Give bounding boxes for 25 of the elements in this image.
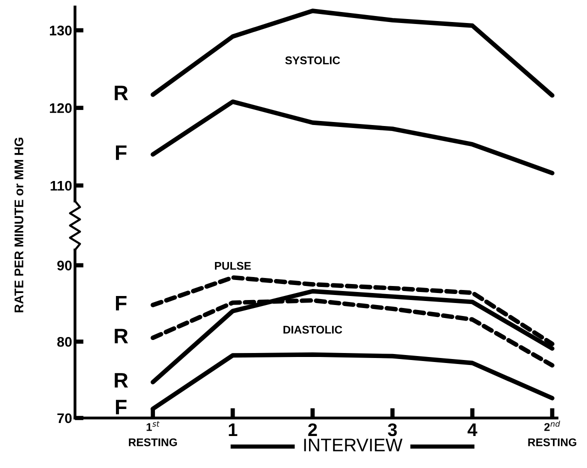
line-series (150, 8, 554, 98)
series-label: R (114, 328, 128, 344)
y-tick-label: 90 (57, 260, 72, 270)
y-tick-label: 120 (50, 103, 72, 114)
annotation: PULSE (214, 262, 251, 270)
x-tick-label: 3 (388, 423, 397, 436)
series-label: R (114, 86, 128, 100)
x-tick-label: 4 (468, 424, 478, 436)
series-label: F (116, 296, 127, 310)
line-series (150, 99, 554, 176)
series-label: F (116, 145, 127, 160)
y-tick-label: 80 (57, 336, 72, 347)
annotation: DIASTOLIC (284, 326, 342, 334)
category-label: 1$^{st}$ RESTING (128, 421, 177, 446)
text: INTERVIEW (304, 438, 402, 452)
y-tick-label: 130 (50, 26, 72, 36)
annotation: SYSTOLIC (285, 56, 340, 64)
y-tick-label: 110 (50, 180, 72, 191)
y-tick-label: 70 (57, 413, 72, 424)
series-label: R (114, 373, 128, 388)
category-label: 2$^{nd}$ RESTING (528, 420, 576, 446)
x-tick-label: 1 (228, 424, 238, 436)
x-tick-label: 2 (308, 423, 317, 436)
series-label: F (116, 400, 127, 414)
y-axis-title: RATE PER MINUTE or MM HG (14, 138, 24, 312)
